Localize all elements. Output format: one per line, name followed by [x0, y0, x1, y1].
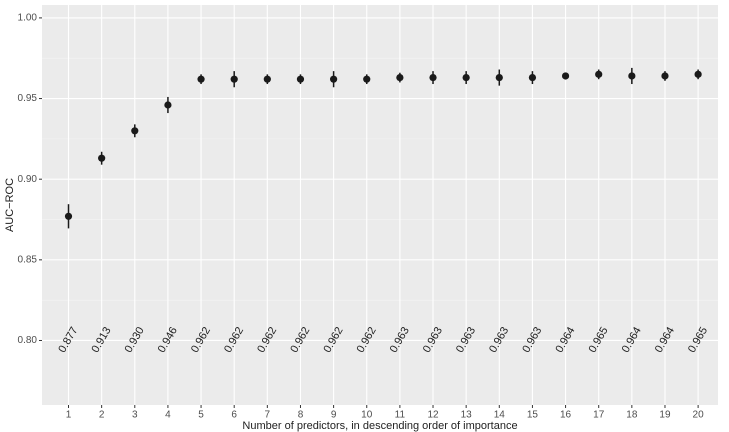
point: [263, 75, 271, 83]
x-tick-label: 2: [99, 410, 105, 421]
x-tick-label: 15: [527, 410, 539, 421]
x-tick-label: 10: [361, 410, 373, 421]
point: [197, 75, 205, 83]
x-tick-label: 3: [132, 410, 138, 421]
y-tick-label: 0.95: [18, 93, 38, 104]
point: [462, 73, 470, 82]
x-tick-label: 19: [659, 410, 671, 421]
point: [98, 154, 106, 162]
point: [694, 70, 702, 78]
point: [230, 75, 238, 83]
point: [429, 73, 437, 82]
x-tick-label: 4: [165, 410, 171, 421]
point: [164, 101, 172, 109]
y-tick-label: 0.90: [18, 174, 38, 185]
point: [528, 73, 537, 82]
panel: [42, 5, 718, 405]
point: [330, 75, 338, 83]
point: [661, 72, 669, 80]
x-axis-label: Number of predictors, in descending orde…: [242, 420, 517, 432]
y-tick-label: 1.00: [18, 13, 38, 24]
x-tick-label: 9: [331, 410, 337, 421]
x-tick-label: 6: [231, 410, 237, 421]
x-tick-label: 16: [560, 410, 572, 421]
x-tick-label: 11: [395, 410, 406, 421]
x-tick-label: 8: [298, 410, 304, 421]
x-tick-label: 17: [593, 410, 605, 421]
point: [595, 70, 603, 78]
point: [64, 212, 73, 220]
x-tick-label: 13: [461, 410, 473, 421]
y-tick-label: 0.80: [18, 335, 38, 346]
x-tick-label: 18: [626, 410, 638, 421]
point: [396, 73, 404, 82]
x-tick-label: 1: [66, 410, 72, 421]
x-tick-label: 20: [693, 410, 705, 421]
point: [296, 75, 305, 83]
y-axis-label: AUC−ROC: [4, 178, 16, 232]
point: [495, 73, 503, 82]
x-tick-label: 14: [494, 410, 506, 421]
point: [363, 75, 371, 83]
point: [561, 72, 570, 80]
y-tick-label: 0.85: [18, 254, 38, 265]
point: [131, 127, 139, 135]
x-tick-label: 12: [427, 410, 439, 421]
x-tick-label: 5: [198, 410, 204, 421]
x-tick-label: 7: [265, 410, 271, 421]
point: [628, 72, 636, 80]
